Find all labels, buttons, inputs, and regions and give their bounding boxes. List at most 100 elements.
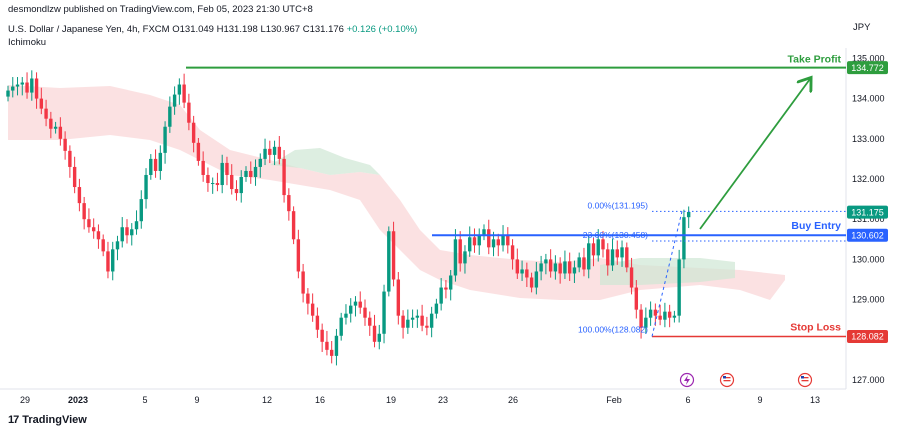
candle-body (358, 301, 362, 308)
candle-body (168, 106, 172, 127)
time-tick-label: 2023 (68, 395, 88, 405)
ohlc-change: +0.126 (+0.10%) (346, 24, 418, 35)
candle-body (196, 142, 201, 161)
candle-body (587, 243, 591, 270)
candle-body (477, 235, 481, 246)
price-tick-label: 134.000 (852, 94, 885, 104)
candle-body (149, 158, 153, 175)
candle-body (667, 311, 672, 318)
lightning-glyph-icon (684, 375, 690, 385)
candle-body (553, 263, 558, 272)
buy-entry-tag-text: 130.602 (851, 230, 884, 240)
candle-body (301, 271, 305, 294)
candle-body (644, 317, 648, 328)
candle-body (648, 309, 653, 318)
candle-body (387, 231, 391, 292)
candle-body (382, 291, 386, 334)
us-flag-stripe (723, 377, 731, 379)
candle-body (606, 249, 610, 266)
candle-body (158, 152, 163, 171)
candle-body (44, 108, 48, 119)
candle-body (496, 239, 500, 246)
candle-body (68, 150, 72, 167)
fib-level-label: 100.00%(128.082) (578, 325, 648, 335)
price-axis: 127.000128.000129.000130.000131.000132.0… (847, 53, 888, 385)
candle-body (134, 221, 139, 230)
ohlc-open: O131.049 (172, 24, 214, 35)
candle-body (491, 239, 496, 248)
candle-body (463, 251, 467, 264)
candle-body (206, 174, 210, 184)
buy-entry-tag (847, 228, 888, 242)
tradingview-brand[interactable]: 17 TradingView (8, 414, 87, 426)
publisher-line: desmondlzw published on TradingView.com,… (8, 4, 313, 15)
candle-body (406, 319, 410, 328)
candle-body (444, 287, 448, 290)
candle-body (139, 199, 143, 222)
candle-body (420, 315, 424, 326)
candle-body (25, 82, 29, 93)
candle-body (325, 341, 329, 350)
candle-body (425, 325, 429, 328)
brand-label: TradingView (22, 414, 87, 426)
candle-body (439, 287, 443, 304)
projection-arrow (699, 79, 810, 230)
candle-body (377, 333, 381, 342)
symbol-name[interactable]: U.S. Dollar / Japanese Yen, 4h, FXCM (8, 24, 170, 35)
candle-body (225, 162, 229, 175)
candle-body (453, 239, 458, 276)
candle-body (315, 315, 320, 330)
candle-body (87, 219, 91, 228)
candle-body (686, 211, 691, 218)
candle-body (625, 247, 629, 268)
candle-body (239, 176, 243, 194)
candle-body (39, 98, 44, 109)
tradingview-logo-icon: 17 (8, 414, 19, 426)
indicator-label[interactable]: Ichimoku (8, 37, 47, 48)
us-flag-stripe (801, 380, 809, 382)
candle-body (339, 317, 343, 336)
time-axis: 29 2023 5 9 12 16 19 23 26 Feb 6 9 13 (20, 395, 820, 405)
last-price-tag (847, 205, 888, 219)
candle-body (610, 249, 615, 266)
price-tick-label: 135.000 (852, 53, 885, 63)
candle-body (539, 263, 543, 272)
candle-body (482, 229, 486, 236)
candle-body (234, 189, 239, 194)
candle-body (77, 187, 82, 204)
take-profit-tag (847, 61, 888, 75)
candle-body (34, 78, 39, 99)
candle-body (434, 303, 439, 314)
candle-body (172, 94, 177, 107)
candle-body (520, 269, 524, 274)
candle-body (563, 261, 567, 274)
candle-body (272, 146, 277, 155)
ichimoku-cloud (8, 85, 785, 300)
candle-body (120, 227, 124, 242)
candle-body (506, 235, 510, 246)
candle-body (515, 259, 520, 274)
candle-body (663, 311, 667, 320)
candle-body (548, 259, 553, 272)
ohlc-close: C131.176 (302, 24, 344, 35)
candle-body (15, 84, 20, 87)
price-tick-label: 127.000 (852, 375, 885, 385)
candle-body (291, 211, 296, 240)
candle-body (487, 229, 491, 248)
candle-body (472, 237, 477, 246)
event-icons (679, 372, 813, 388)
candle-body (510, 245, 515, 260)
candle-body (329, 349, 334, 356)
candle-body (320, 329, 324, 342)
candle-body (344, 313, 348, 318)
candle-body (268, 148, 272, 155)
time-tick-label: 23 (438, 395, 448, 405)
candle-body (596, 239, 600, 256)
time-tick-label: 16 (315, 395, 325, 405)
currency-label: JPY (853, 22, 871, 33)
candle-body (448, 275, 453, 290)
us-flag-stripe (723, 380, 731, 382)
time-tick-label: 5 (142, 395, 147, 405)
candle-body (672, 315, 677, 318)
